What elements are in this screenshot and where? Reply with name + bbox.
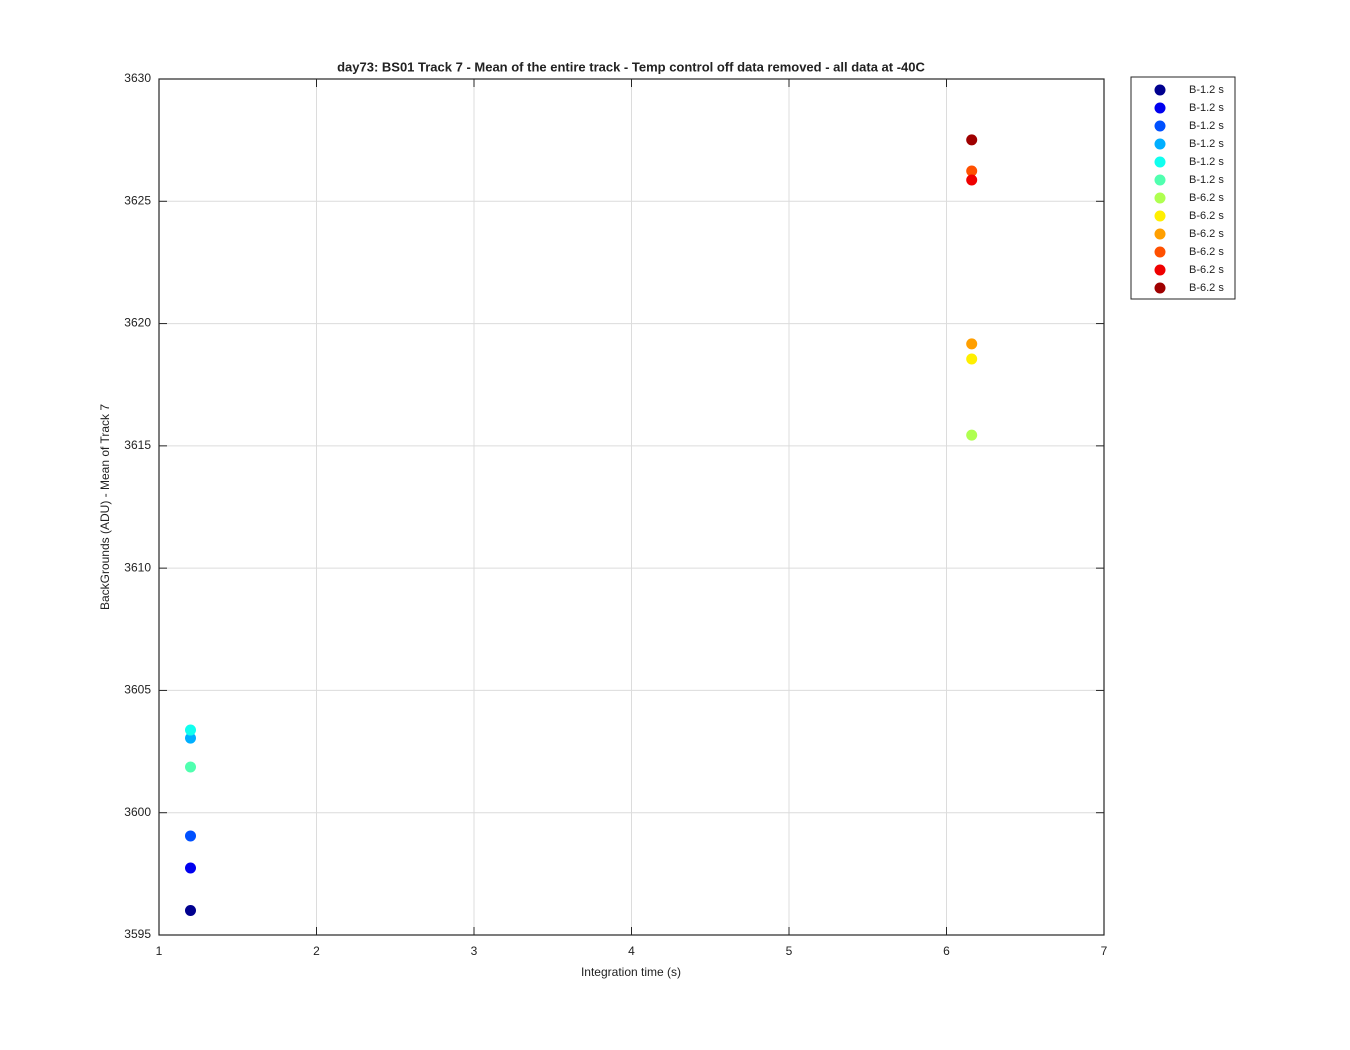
- point: [966, 429, 978, 441]
- chart-title: day73: BS01 Track 7 - Mean of the entire…: [337, 59, 925, 74]
- x-tick-label: 4: [628, 944, 635, 958]
- point: [185, 761, 196, 773]
- y-tick-label: 3600: [124, 805, 151, 819]
- x-tick-label: 7: [1101, 944, 1108, 958]
- legend-label: B-6.2 s: [1189, 282, 1224, 294]
- point: [966, 174, 978, 186]
- legend-label: B-6.2 s: [1189, 228, 1224, 240]
- legend-marker: [1154, 264, 1166, 276]
- legend-marker: [1154, 156, 1166, 168]
- legend-marker: [1154, 246, 1166, 258]
- y-tick-label: 3615: [124, 438, 151, 452]
- legend-label: B-1.2 s: [1189, 84, 1224, 96]
- x-tick-label: 2: [313, 944, 320, 958]
- legend-marker: [1154, 102, 1166, 114]
- point: [185, 732, 196, 744]
- point: [966, 165, 978, 177]
- legend-marker: [1154, 138, 1166, 150]
- legend-marker: [1154, 120, 1166, 132]
- legend-label: B-6.2 s: [1189, 192, 1224, 204]
- legend-marker: [1154, 228, 1166, 240]
- point: [185, 905, 196, 917]
- point: [966, 134, 978, 146]
- point: [185, 724, 196, 736]
- legend-marker: [1154, 282, 1166, 294]
- y-axis-label: BackGrounds (ADU) - Mean of Track 7: [98, 404, 112, 610]
- legend-label: B-6.2 s: [1189, 264, 1224, 276]
- x-tick-label: 1: [156, 944, 163, 958]
- point: [966, 338, 978, 350]
- legend-label: B-6.2 s: [1189, 210, 1224, 222]
- plot-frame: [158, 78, 1105, 936]
- y-tick-label: 3610: [124, 560, 151, 574]
- y-tick-label: 3605: [124, 683, 151, 697]
- y-tick-label: 3595: [124, 927, 151, 941]
- legend-marker: [1154, 192, 1166, 204]
- legend-box: [1130, 76, 1236, 300]
- y-tick-label: 3630: [124, 71, 151, 85]
- legend-label: B-1.2 s: [1189, 174, 1224, 186]
- point: [966, 353, 978, 365]
- x-tick-label: 3: [471, 944, 478, 958]
- x-axis-label: Integration time (s): [581, 965, 681, 979]
- x-tick-label: 5: [786, 944, 793, 958]
- y-tick-label: 3620: [124, 316, 151, 330]
- point: [185, 862, 196, 874]
- point: [185, 830, 196, 842]
- legend-label: B-6.2 s: [1189, 246, 1224, 258]
- y-tick-label: 3625: [124, 193, 151, 207]
- legend-label: B-1.2 s: [1189, 138, 1224, 150]
- legend-marker: [1154, 210, 1166, 222]
- legend-label: B-1.2 s: [1189, 120, 1224, 132]
- legend-marker: [1154, 84, 1166, 96]
- legend-marker: [1154, 174, 1166, 186]
- legend-label: B-1.2 s: [1189, 156, 1224, 168]
- legend-label: B-1.2 s: [1189, 102, 1224, 114]
- x-tick-label: 6: [943, 944, 950, 958]
